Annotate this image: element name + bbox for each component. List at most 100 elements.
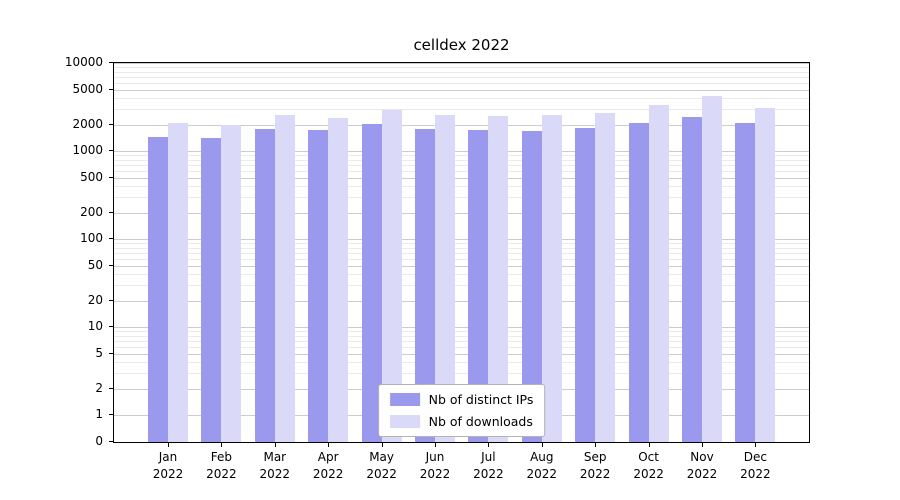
bar-distinct-ips-jun xyxy=(415,128,435,442)
bar-distinct-ips-sep xyxy=(575,127,596,442)
y-tick-label-10: 10 xyxy=(87,319,103,333)
gridline-minor-60 xyxy=(114,258,809,260)
legend-swatch-distinct-ips-icon xyxy=(389,393,420,406)
gridline-minor-900 xyxy=(114,155,809,156)
gridline-minor-6 xyxy=(114,346,809,348)
x-tick-mark-oct xyxy=(648,443,650,447)
bar-distinct-ips-nov xyxy=(682,116,702,442)
bar-downloads-mar xyxy=(274,114,295,442)
gridline-minor-4000 xyxy=(114,98,809,99)
gridline-minor-8000 xyxy=(114,71,809,73)
x-tick-mark-nov xyxy=(702,443,703,447)
chart-title: celldex 2022 xyxy=(413,36,510,54)
bar-downloads-apr xyxy=(328,117,349,442)
gridline-minor-40 xyxy=(114,274,809,275)
y-tick-label-500: 500 xyxy=(80,169,103,184)
y-tick-mark-5 xyxy=(109,352,113,354)
bar-distinct-ips-mar xyxy=(254,128,275,442)
y-tick-label-100: 100 xyxy=(80,231,103,245)
x-tick-label-jan: Jan 2022 xyxy=(152,450,184,482)
gridline-major-5000 xyxy=(114,89,809,91)
x-tick-label-feb: Feb 2022 xyxy=(206,450,237,482)
gridline-major-10000 xyxy=(114,63,809,64)
y-tick-mark-10000 xyxy=(109,62,113,63)
gridline-minor-8 xyxy=(114,335,809,337)
gridline-minor-80 xyxy=(114,247,809,249)
gridline-minor-800 xyxy=(114,159,809,161)
x-tick-mark-feb xyxy=(221,443,223,447)
y-tick-mark-500 xyxy=(109,176,113,178)
y-tick-label-1000: 1000 xyxy=(72,143,103,157)
y-tick-label-50: 50 xyxy=(87,257,103,272)
x-tick-label-sep: Sep 2022 xyxy=(579,450,611,482)
bar-distinct-ips-jan xyxy=(148,136,168,442)
y-tick-mark-50 xyxy=(109,264,113,266)
y-tick-label-10000: 10000 xyxy=(64,55,103,69)
plot-area: Nb of distinct IPs Nb of downloads xyxy=(113,62,810,443)
bar-distinct-ips-aug xyxy=(521,130,542,442)
x-tick-label-nov: Nov 2022 xyxy=(686,450,718,482)
bar-downloads-jan xyxy=(168,122,188,442)
y-tick-mark-1 xyxy=(109,414,113,415)
bar-distinct-ips-dec xyxy=(735,122,756,442)
legend-entry-distinct-ips: Nb of distinct IPs xyxy=(389,392,533,407)
y-tick-label-20: 20 xyxy=(87,292,103,307)
x-tick-label-dec: Dec 2022 xyxy=(740,450,771,482)
y-tick-mark-2 xyxy=(109,387,113,389)
y-tick-mark-1000 xyxy=(109,150,113,151)
legend: Nb of distinct IPs Nb of downloads xyxy=(377,384,546,437)
gridline-minor-30 xyxy=(114,285,809,286)
y-tick-mark-10 xyxy=(109,326,113,327)
x-tick-label-aug: Aug 2022 xyxy=(526,450,558,482)
bar-distinct-ips-feb xyxy=(201,138,222,442)
y-tick-mark-100 xyxy=(109,238,113,239)
bar-distinct-ips-oct xyxy=(628,122,649,442)
y-tick-mark-5000 xyxy=(109,88,113,90)
legend-label-downloads: Nb of downloads xyxy=(428,414,533,429)
x-tick-mark-jan xyxy=(168,443,169,447)
bar-downloads-dec xyxy=(755,107,776,442)
gridline-major-10 xyxy=(114,327,809,328)
y-tick-label-1: 1 xyxy=(95,407,103,421)
gridline-major-200 xyxy=(114,212,809,214)
gridline-minor-7000 xyxy=(114,76,809,78)
x-tick-label-apr: Apr 2022 xyxy=(312,450,344,482)
y-tick-mark-2000 xyxy=(109,123,113,125)
gridline-minor-7 xyxy=(114,340,809,342)
x-tick-mark-dec xyxy=(755,443,757,447)
gridline-minor-300 xyxy=(114,197,809,198)
y-tick-label-2: 2 xyxy=(95,380,103,395)
gridline-minor-3 xyxy=(114,373,809,374)
y-tick-label-5000: 5000 xyxy=(72,81,103,96)
bar-distinct-ips-may xyxy=(361,123,382,442)
legend-swatch-downloads-icon xyxy=(389,415,420,428)
y-tick-label-5: 5 xyxy=(95,345,103,360)
bar-downloads-oct xyxy=(648,105,669,442)
gridline-major-5 xyxy=(114,353,809,355)
x-tick-label-jun: Jun 2022 xyxy=(419,450,451,482)
x-tick-mark-apr xyxy=(328,443,330,447)
x-tick-mark-sep xyxy=(595,443,597,447)
gridline-major-20 xyxy=(114,300,809,302)
gridline-major-50 xyxy=(114,265,809,267)
x-tick-label-jul: Jul 2022 xyxy=(473,450,504,482)
x-tick-mark-mar xyxy=(274,443,276,447)
y-tick-mark-200 xyxy=(109,211,113,213)
bar-downloads-nov xyxy=(702,96,722,442)
bar-downloads-jun xyxy=(435,115,455,442)
x-tick-mark-jun xyxy=(435,443,436,447)
bar-downloads-feb xyxy=(221,124,242,442)
bar-downloads-may xyxy=(381,110,402,442)
bar-downloads-sep xyxy=(595,113,616,442)
y-tick-mark-20 xyxy=(109,299,113,301)
y-tick-label-200: 200 xyxy=(80,204,103,219)
x-tick-mark-aug xyxy=(541,443,543,447)
bar-downloads-aug xyxy=(541,114,562,442)
gridline-minor-4 xyxy=(114,362,809,363)
x-tick-mark-jul xyxy=(488,443,490,447)
gridline-minor-400 xyxy=(114,186,809,187)
gridline-minor-6000 xyxy=(114,82,809,84)
gridline-minor-70 xyxy=(114,252,809,254)
gridline-major-1000 xyxy=(114,151,809,152)
